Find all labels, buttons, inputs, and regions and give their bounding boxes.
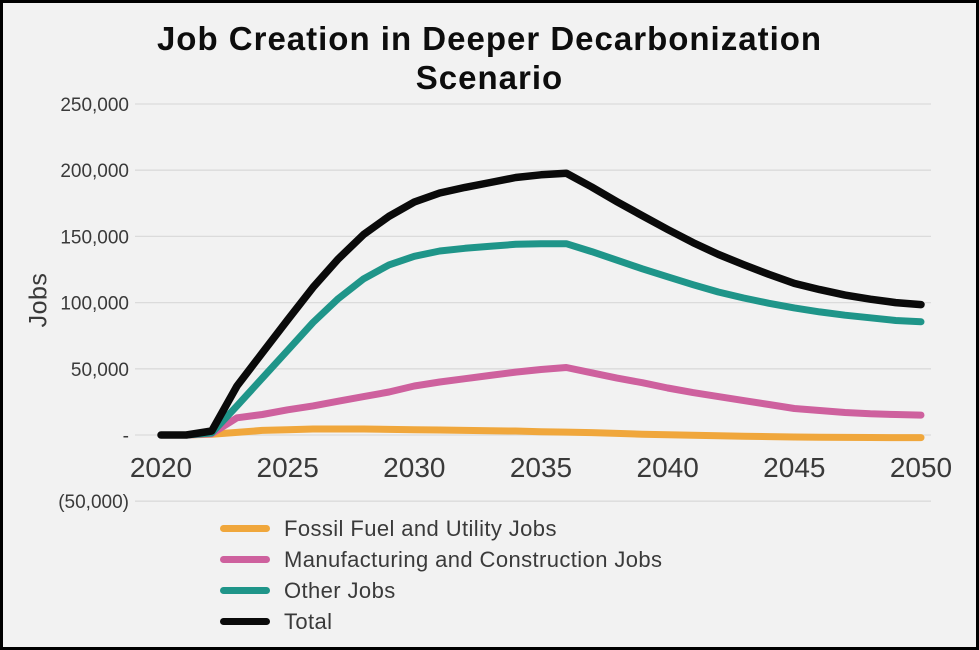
legend-item: Fossil Fuel and Utility Jobs: [220, 513, 662, 544]
y-tick-label: (50,000): [58, 492, 129, 513]
y-tick-label: 250,000: [60, 95, 129, 116]
x-tick-label: 2030: [383, 452, 445, 483]
legend-swatch: [220, 556, 270, 563]
y-tick-label: 100,000: [60, 294, 129, 315]
x-tick-label: 2025: [257, 452, 319, 483]
y-tick-label: 150,000: [60, 227, 129, 248]
chart-title: Job Creation in Deeper Decarbonization S…: [3, 20, 976, 97]
y-tick-label: -: [123, 426, 129, 447]
legend-item: Other Jobs: [220, 575, 662, 606]
legend-label: Total: [284, 608, 333, 634]
x-tick-label: 2020: [130, 452, 192, 483]
legend-label: Fossil Fuel and Utility Jobs: [284, 515, 557, 541]
legend-label: Manufacturing and Construction Jobs: [284, 546, 663, 572]
legend-label: Other Jobs: [284, 577, 396, 603]
x-tick-label: 2040: [637, 452, 699, 483]
series-line-fossil-fuel-and-utility-jobs: [157, 425, 925, 442]
legend-item: Manufacturing and Construction Jobs: [220, 544, 662, 575]
legend-swatch: [220, 587, 270, 594]
series-line-total: [157, 169, 925, 439]
chart-title-line1: Job Creation in Deeper Decarbonization: [156, 20, 823, 57]
x-tick-label: 2050: [890, 452, 952, 483]
chart-title-line2: Scenario: [415, 58, 564, 96]
series-line-other-jobs: [157, 240, 925, 439]
chart-svg: 250,000 200,000 150,000 100,000 50,000 - (50,0…: [58, 95, 952, 513]
legend-swatch: [220, 525, 270, 532]
legend: Fossil Fuel and Utility Jobs Manufacturin…: [220, 513, 662, 637]
series-line-manufacturing-and-construction-jobs: [157, 364, 925, 439]
y-tick-label: 50,000: [71, 360, 129, 381]
x-tick-label: 2045: [763, 452, 825, 483]
x-tick-label: 2035: [510, 452, 572, 483]
legend-item: Total: [220, 606, 662, 637]
y-tick-label: 200,000: [60, 161, 129, 182]
legend-swatch: [220, 618, 270, 625]
